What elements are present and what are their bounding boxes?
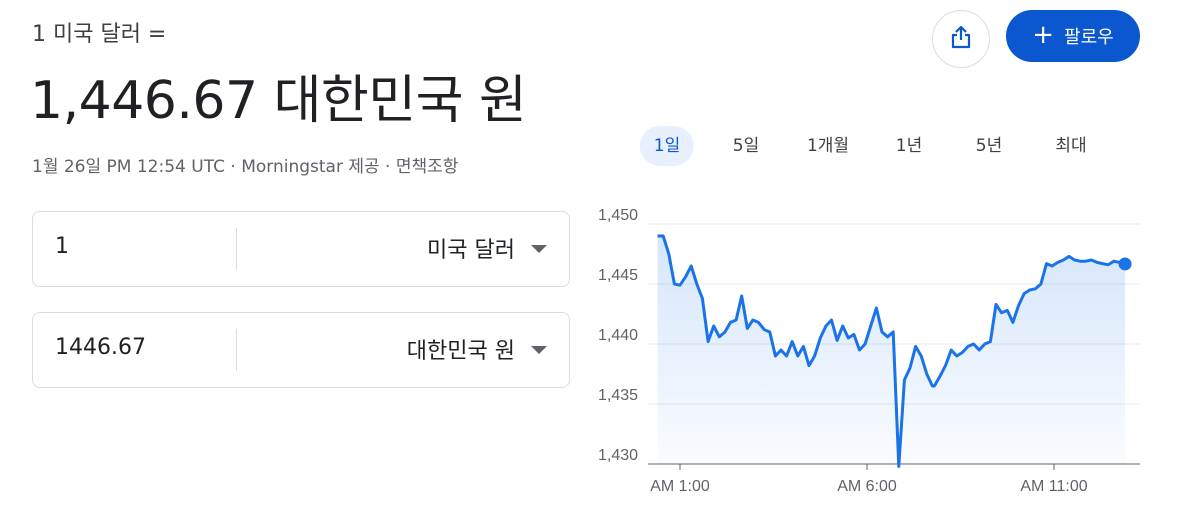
from-currency-select[interactable]: 미국 달러	[427, 238, 515, 263]
share-button[interactable]	[932, 10, 990, 68]
meta-separator: ·	[379, 157, 396, 177]
price-line	[657, 234, 1126, 468]
to-amount-input[interactable]: 1446.67	[55, 335, 146, 360]
tab-5d[interactable]: 5일	[732, 136, 760, 156]
converter-from: 1 미국 달러	[32, 211, 570, 287]
exchange-rate: 1,446.67 대한민국 원	[30, 71, 527, 131]
last-price-point	[1118, 257, 1132, 271]
y-tick-label: 1,440	[598, 327, 638, 344]
tab-1m[interactable]: 1개월	[806, 136, 850, 156]
exchange-rate-chart: 1,450 1,445 1,440 1,435 1,430 AM 1:00 AM 6:00 A…	[598, 207, 1140, 495]
chevron-down-icon[interactable]	[531, 346, 547, 354]
x-tick-label: AM 6:00	[837, 478, 897, 495]
chevron-down-icon[interactable]	[531, 245, 547, 253]
y-tick-label: 1,430	[598, 447, 638, 464]
from-amount-input[interactable]: 1	[55, 234, 69, 259]
share-icon	[950, 25, 972, 53]
y-tick-label: 1,435	[598, 387, 638, 404]
tab-max[interactable]: 최대	[1055, 136, 1087, 156]
meta-separator: ·	[224, 157, 242, 177]
y-tick-label: 1,450	[598, 207, 638, 224]
rate-meta: 1월 26일 PM 12:54 UTC · Morningstar 제공 · 면…	[32, 152, 458, 177]
converter-to: 1446.67 대한민국 원	[32, 312, 570, 388]
data-source: Morningstar 제공	[241, 157, 380, 177]
disclaimer-link[interactable]: 면책조항	[395, 157, 459, 177]
x-tick-label: AM 1:00	[650, 478, 710, 495]
currency-subtitle: 1 미국 달러 =	[32, 22, 167, 47]
x-tick-label: AM 11:00	[1020, 478, 1087, 495]
rate-date: 1월 26일 PM 12:54 UTC	[32, 157, 225, 177]
follow-label: 팔로우	[1064, 27, 1114, 48]
plus-icon: +	[1032, 19, 1055, 50]
divider	[236, 228, 237, 270]
to-currency-select[interactable]: 대한민국 원	[406, 339, 515, 364]
tab-1y[interactable]: 1년	[895, 136, 923, 156]
divider	[236, 329, 237, 371]
follow-button[interactable]: + 팔로우	[1006, 10, 1140, 62]
y-tick-label: 1,445	[598, 267, 638, 284]
tab-1d[interactable]: 1일	[639, 126, 695, 166]
price-area	[657, 236, 1126, 467]
tab-5y[interactable]: 5년	[975, 136, 1003, 156]
